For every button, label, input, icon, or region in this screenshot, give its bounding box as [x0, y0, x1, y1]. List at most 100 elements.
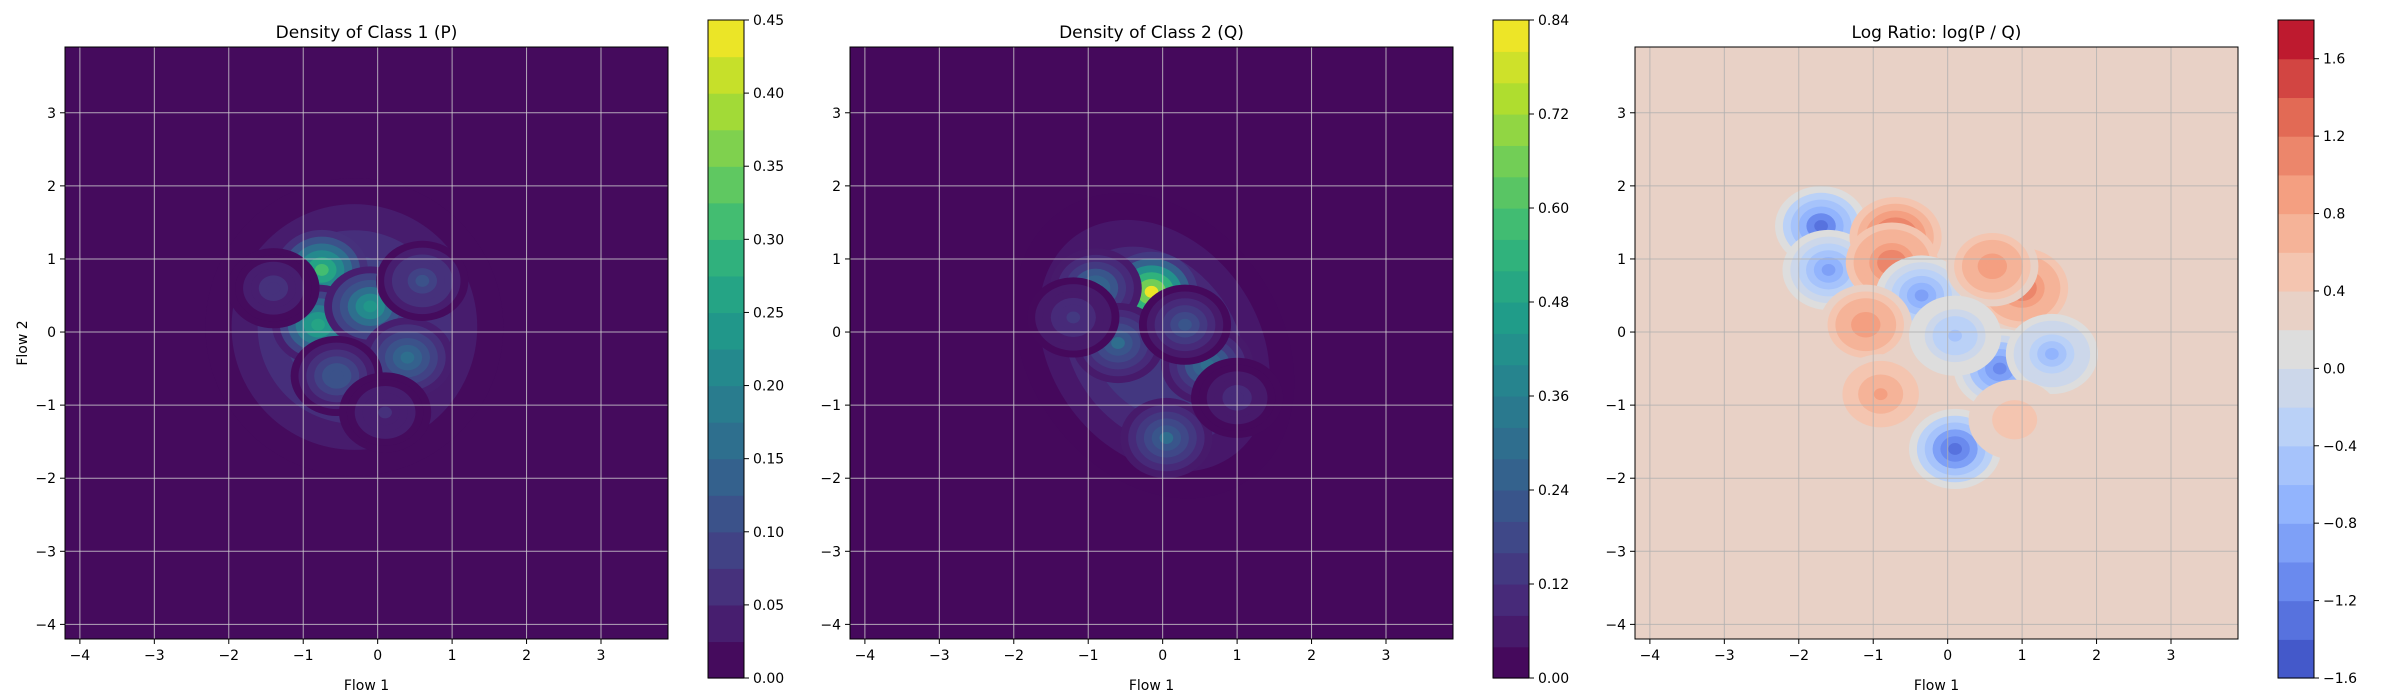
colorbar-tick-label: 0.35 [753, 159, 784, 175]
colorbar-level [2278, 639, 2314, 679]
colorbar-tick-label: 0.40 [753, 86, 784, 102]
colorbar-level [1493, 176, 1529, 209]
colorbar-level [1493, 302, 1529, 334]
colorbar-level [1493, 114, 1529, 146]
colorbar: −1.6 −1.2 −0.8 −0.4 0.0 0.4 0.8 1.2 1.6 [2277, 19, 2357, 687]
colorbar-level [2278, 484, 2314, 524]
colorbar-level [1493, 646, 1529, 679]
colorbar-level [708, 568, 744, 606]
y-tick-label: −1 [35, 398, 56, 414]
colorbar-level [2278, 407, 2314, 447]
colorbar-level [708, 422, 744, 460]
colorbar-level [1493, 521, 1529, 554]
colorbar-level [708, 531, 744, 569]
colorbar-level [1493, 615, 1529, 648]
panel-1: −4 −3 −2 −1 0 1 2 3 −4 −3 −2 −1 0 1 2 3 Density of Class… [15, 13, 784, 694]
y-tick-label: 0 [1617, 325, 1626, 341]
x-tick-label: −4 [855, 648, 876, 664]
colorbar-level [708, 166, 744, 204]
colorbar-level [708, 495, 744, 533]
colorbar-tick-label: 0.00 [753, 671, 784, 687]
colorbar-frame [2277, 19, 2315, 679]
colorbar-level [2278, 136, 2314, 176]
x-tick-label: −4 [70, 648, 91, 664]
colorbar-level [1493, 270, 1529, 303]
y-tick-label: −2 [820, 471, 841, 487]
contour-peak [329, 369, 344, 382]
colorbar-level [2278, 252, 2314, 292]
x-tick-label: −1 [293, 648, 314, 664]
colorbar-tick-label: 0.0 [2323, 361, 2345, 377]
x-axis-label: Flow 1 [1914, 678, 1959, 694]
colorbar-level [1493, 333, 1529, 366]
axes-frame [64, 46, 669, 640]
colorbar-level [1493, 490, 1529, 522]
colorbar-tick-label: 0.30 [753, 232, 784, 248]
y-tick-label: −2 [35, 471, 56, 487]
colorbar-tick-label: 0.60 [1538, 201, 1569, 217]
y-tick-label: 0 [47, 325, 56, 341]
colorbar-tick-label: 0.84 [1538, 13, 1569, 29]
x-tick-label: −2 [218, 648, 239, 664]
y-tick-label: −3 [820, 544, 841, 560]
colorbar-level [1493, 51, 1529, 84]
contour-peak [2045, 348, 2059, 360]
colorbar-tick-label: −1.2 [2323, 594, 2357, 610]
x-tick-label: −2 [1788, 648, 1809, 664]
colorbar-level [1493, 145, 1529, 178]
colorbar-level [1493, 552, 1529, 585]
contour-peak [311, 318, 325, 331]
contour-peak [1985, 260, 2000, 273]
y-tick-label: −4 [35, 617, 56, 633]
x-tick-label: −3 [144, 648, 165, 664]
colorbar-level [2278, 20, 2314, 60]
colorbar-tick-label: 0.25 [753, 305, 784, 321]
y-tick-label: 1 [1617, 252, 1626, 268]
panel-title: Density of Class 2 (Q) [1059, 23, 1244, 43]
x-tick-label: 2 [2092, 648, 2101, 664]
colorbar-level [2278, 97, 2314, 137]
colorbar-tick-label: 1.6 [2323, 52, 2345, 68]
y-tick-label: −1 [1605, 398, 1626, 414]
colorbar-level [2278, 58, 2314, 99]
colorbar-level [2278, 445, 2314, 486]
colorbar-level [708, 20, 744, 58]
colorbar-tick-label: 0.00 [1538, 671, 1569, 687]
colorbar-tick-label: 0.20 [753, 379, 784, 395]
contour-peak [400, 351, 415, 364]
contour-peak [1814, 220, 1828, 233]
contour-peak [1948, 443, 1962, 455]
axes-frame [1634, 46, 2239, 640]
y-tick-label: −1 [820, 398, 841, 414]
y-tick-label: 3 [47, 106, 56, 122]
colorbar-level [1493, 208, 1529, 240]
colorbar-tick-label: 0.05 [753, 598, 784, 614]
colorbar-level [1493, 20, 1529, 52]
colorbar-level [708, 239, 744, 277]
x-axis-label: Flow 1 [344, 678, 389, 694]
colorbar-level [708, 604, 744, 643]
colorbar-level [1493, 458, 1529, 491]
contour-peak [1992, 362, 2007, 375]
colorbar: 0.00 0.05 0.10 0.15 0.20 0.25 0.30 0.35 0.40 0.45 [707, 13, 784, 687]
colorbar-tick-label: 0.12 [1538, 577, 1569, 593]
colorbar-frame [707, 19, 745, 679]
x-axis-label: Flow 1 [1129, 678, 1174, 694]
colorbar-tick-label: −0.8 [2323, 516, 2357, 532]
colorbar-level [2278, 523, 2314, 563]
colorbar-level [2278, 329, 2314, 369]
panel-title: Log Ratio: log(P / Q) [1852, 23, 2022, 43]
x-tick-label: −1 [1863, 648, 1884, 664]
colorbar-level [2278, 213, 2314, 253]
colorbar-level [1493, 239, 1529, 272]
colorbar-tick-label: 0.48 [1538, 295, 1569, 311]
y-tick-label: 2 [1617, 179, 1626, 195]
contour-peak [415, 274, 430, 287]
colorbar-level [2278, 600, 2314, 640]
x-tick-label: 2 [1307, 648, 1316, 664]
colorbar-level [708, 275, 744, 314]
colorbar-level [708, 458, 744, 496]
colorbar-level [2278, 561, 2314, 602]
y-tick-label: −3 [35, 544, 56, 560]
